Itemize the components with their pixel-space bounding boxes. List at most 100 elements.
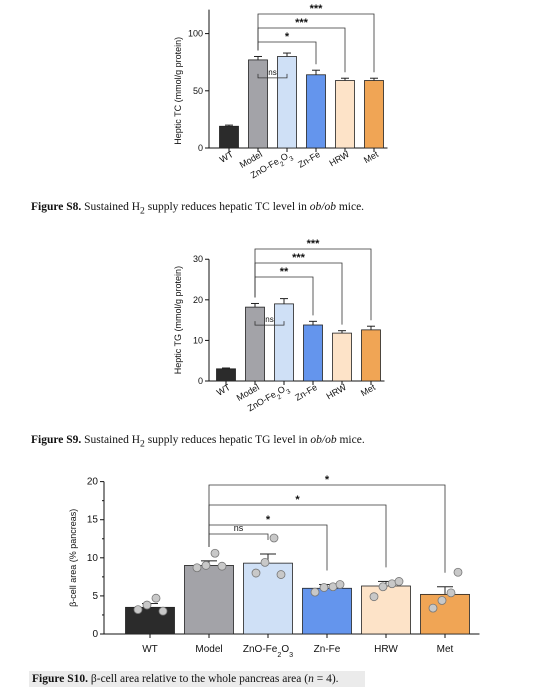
significance-bracket: ns xyxy=(254,315,285,326)
caption-text: supply reduces hepatic TC level in xyxy=(144,201,310,213)
y-tick-label: 50 xyxy=(193,86,203,96)
significance-label: ns xyxy=(265,315,273,324)
significance-label: *** xyxy=(307,238,321,250)
data-point xyxy=(310,587,320,597)
x-tick-label: HRW xyxy=(328,149,352,169)
data-point xyxy=(437,596,447,605)
bar xyxy=(303,324,323,382)
x-tick-label: Met xyxy=(359,382,377,398)
y-tick-label: 100 xyxy=(188,29,203,39)
x-tick-label: ZnO-Fe2O3 xyxy=(243,644,293,659)
significance-label: *** xyxy=(295,17,309,29)
data-point xyxy=(335,580,345,589)
bracket-line xyxy=(257,73,288,79)
caption-text: = 4). xyxy=(313,673,339,685)
data-point xyxy=(217,561,227,571)
caption-subscript: 2 xyxy=(140,205,145,217)
bracket-line xyxy=(257,27,346,73)
bracket-line xyxy=(208,533,269,540)
data-point xyxy=(210,548,220,558)
data-point xyxy=(453,567,463,577)
chart-figure-s10: 0 5 10 15 20 β-cell area (% pancreas) WT Model Z… xyxy=(68,474,480,659)
caption-subscript: 2 xyxy=(140,438,145,450)
y-axis-label: β-cell area (% pancreas) xyxy=(68,509,78,607)
bar xyxy=(361,329,381,382)
x-tick-label: WT xyxy=(215,382,233,398)
data-point xyxy=(276,570,286,579)
data-point xyxy=(260,557,270,567)
data-point xyxy=(428,603,438,613)
data-point xyxy=(446,588,456,598)
x-tick-label: Zn-Fe xyxy=(296,149,322,170)
data-point xyxy=(269,533,279,543)
significance-label: *** xyxy=(292,252,306,264)
bar xyxy=(245,306,265,382)
y-tick-label: 10 xyxy=(87,553,99,564)
y-tick-label: 20 xyxy=(87,477,99,488)
bar xyxy=(306,74,326,149)
bar xyxy=(184,565,234,635)
bar xyxy=(216,368,236,382)
data-point xyxy=(201,561,211,570)
significance-label: ns xyxy=(234,523,244,533)
data-point xyxy=(369,592,379,602)
caption-italic: ob/ob xyxy=(309,201,336,213)
significance-bracket: *** xyxy=(254,252,343,325)
y-tick-label: 0 xyxy=(92,629,98,640)
caption-text: Sustained H xyxy=(81,434,141,446)
x-tick-label: Model xyxy=(195,644,222,655)
caption-text: supply reduces hepatic TG level in xyxy=(144,434,311,446)
caption-label: Figure S10. xyxy=(32,673,89,685)
y-axis-label: Heptic TC (mmol/g protein) xyxy=(173,37,183,145)
caption-italic: ob/ob xyxy=(310,434,337,446)
y-axis-label: Heptic TG (mmol/g protein) xyxy=(173,266,183,374)
significance-label: * xyxy=(325,474,330,486)
significance-bracket: ns xyxy=(208,523,269,540)
bar xyxy=(219,125,239,149)
x-tick-label: WT xyxy=(142,644,158,655)
significance-label: * xyxy=(295,494,300,506)
caption-figure-s8: Figure S8. Sustained H2 supply reduces h… xyxy=(31,201,364,216)
bracket-line xyxy=(208,484,446,573)
data-point xyxy=(151,593,161,603)
data-point xyxy=(378,582,388,592)
bar xyxy=(332,332,352,382)
x-tick-label: Zn-Fe xyxy=(293,382,319,403)
x-tick-label: WT xyxy=(218,149,236,165)
significance-bracket: *** xyxy=(257,17,346,73)
bar xyxy=(364,80,384,149)
significance-bracket: *** xyxy=(254,238,372,321)
data-point xyxy=(251,568,261,578)
data-point xyxy=(142,600,152,610)
bracket-line xyxy=(257,13,375,73)
significance-label: ns xyxy=(268,68,276,77)
data-point xyxy=(192,563,202,573)
y-tick-label: 30 xyxy=(193,254,203,264)
x-tick-label: Met xyxy=(362,149,380,165)
y-tick-label: 5 xyxy=(92,591,98,602)
significance-label: * xyxy=(285,31,290,43)
y-tick-label: 0 xyxy=(198,376,203,386)
bar xyxy=(248,59,268,149)
significance-bracket: ns xyxy=(257,68,288,79)
caption-text: β-cell area relative to the whole pancre… xyxy=(88,673,309,685)
significance-label: *** xyxy=(310,3,324,15)
x-tick-label: HRW xyxy=(325,382,349,402)
caption-label: Figure S8. xyxy=(31,201,82,213)
x-tick-label: Zn-Fe xyxy=(314,644,341,655)
y-tick-label: 20 xyxy=(193,295,203,305)
x-tick-label: Met xyxy=(437,644,454,655)
caption-text: mice. xyxy=(336,434,365,446)
data-point xyxy=(394,577,404,586)
data-point xyxy=(133,605,143,615)
significance-bracket: * xyxy=(208,474,446,573)
y-tick-label: 0 xyxy=(198,143,203,153)
caption-italic: n xyxy=(308,673,314,685)
data-point xyxy=(319,583,329,592)
caption-figure-s10: Figure S10. β-cell area relative to the … xyxy=(29,671,365,687)
caption-text: mice. xyxy=(335,201,365,213)
significance-bracket: *** xyxy=(257,3,375,73)
data-point xyxy=(158,606,168,616)
